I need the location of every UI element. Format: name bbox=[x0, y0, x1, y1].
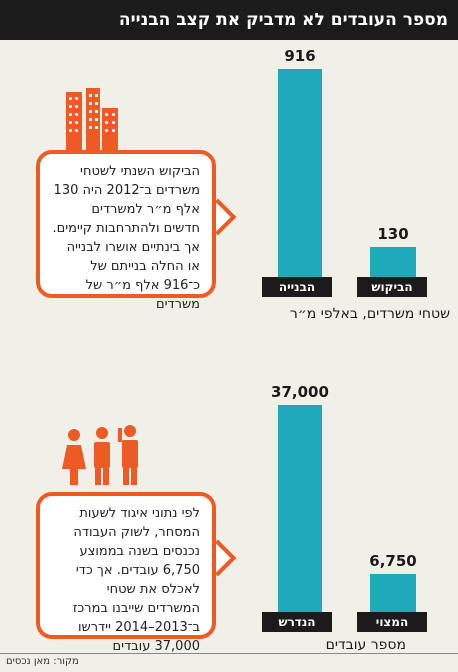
callout-office: הביקוש השנתי לשטחי משרדים ב־2012 היה 130… bbox=[36, 150, 216, 312]
page-title: מספר העובדים לא מדביק את קצב הבנייה bbox=[118, 10, 448, 30]
bar-required bbox=[278, 405, 322, 612]
bar-construction bbox=[278, 69, 322, 277]
office-buildings-icon bbox=[66, 88, 118, 150]
bar-value-label: 6,750 bbox=[369, 552, 417, 570]
bar-demand bbox=[370, 247, 416, 277]
bar-existing bbox=[370, 574, 416, 612]
bar-value-label: 37,000 bbox=[271, 383, 329, 401]
bar-value-label: 916 bbox=[284, 47, 316, 65]
axis-label: שטחי משרדים, באלפי מ״ר bbox=[289, 306, 450, 322]
workers-icon bbox=[62, 425, 138, 485]
source-note: מקור: מאן נכסים bbox=[6, 656, 79, 667]
divider bbox=[0, 653, 458, 654]
category-label: המצוי bbox=[357, 612, 427, 632]
title-bar: מספר העובדים לא מדביק את קצב הבנייה bbox=[0, 0, 458, 40]
callout-workers: לפי נתוני איגוד לשעות המסחר, לשוק העבודה… bbox=[36, 492, 216, 654]
category-label: הבנייה bbox=[262, 277, 332, 297]
axis-label: מספר עובדים bbox=[325, 637, 406, 653]
category-label: הנדרש bbox=[262, 612, 332, 632]
category-label: הביקוש bbox=[357, 277, 427, 297]
bar-value-label: 130 bbox=[377, 225, 409, 243]
